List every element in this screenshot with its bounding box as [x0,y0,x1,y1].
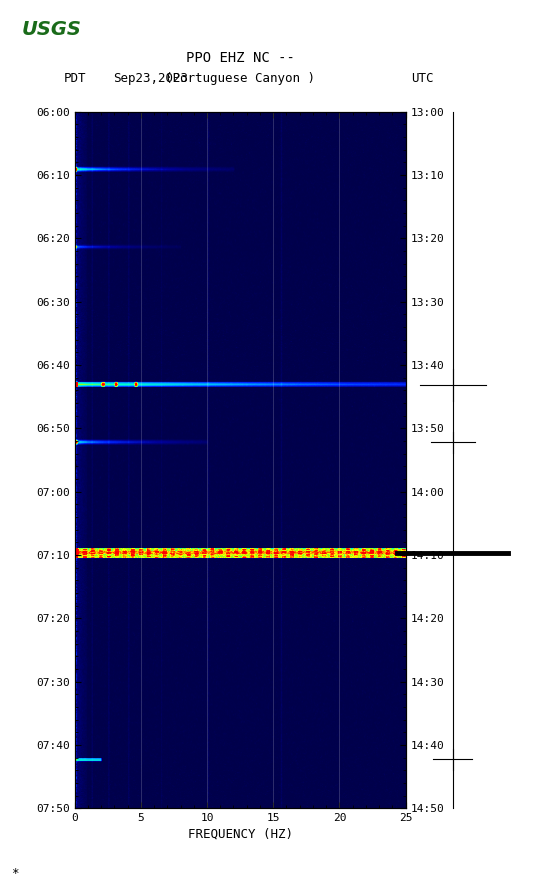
Text: *: * [11,867,19,880]
Text: USGS: USGS [22,21,82,39]
Text: UTC: UTC [411,72,434,85]
Text: PPO EHZ NC --: PPO EHZ NC -- [185,51,295,65]
Text: PDT: PDT [63,72,86,85]
Text: (Portuguese Canyon ): (Portuguese Canyon ) [165,72,315,85]
X-axis label: FREQUENCY (HZ): FREQUENCY (HZ) [188,827,293,840]
Text: Sep23,2023: Sep23,2023 [113,72,188,85]
